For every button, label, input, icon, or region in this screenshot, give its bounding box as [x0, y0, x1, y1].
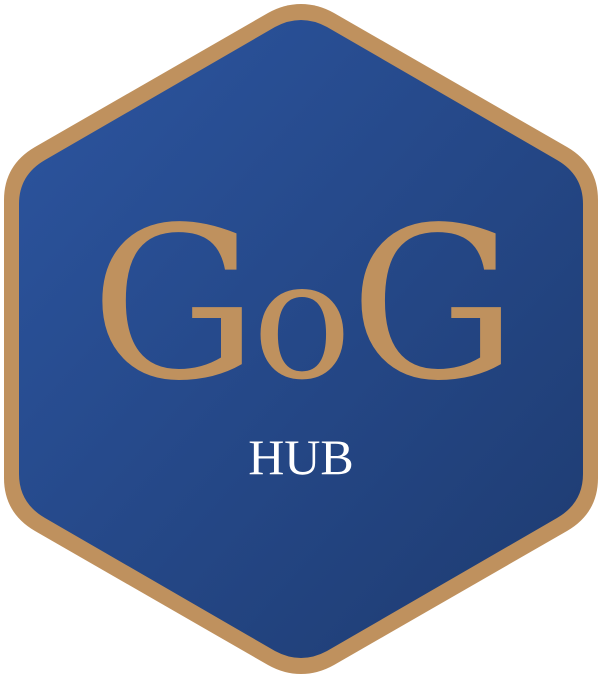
logo-letter-o: o [252, 224, 351, 416]
logo-sub-text: HUB [248, 429, 354, 485]
logo-letter-g-first: G [90, 182, 259, 427]
hexagon-face [19, 20, 583, 658]
logo-letter-g-second: G [349, 182, 518, 427]
logo-main-text: GoG [0, 200, 602, 410]
